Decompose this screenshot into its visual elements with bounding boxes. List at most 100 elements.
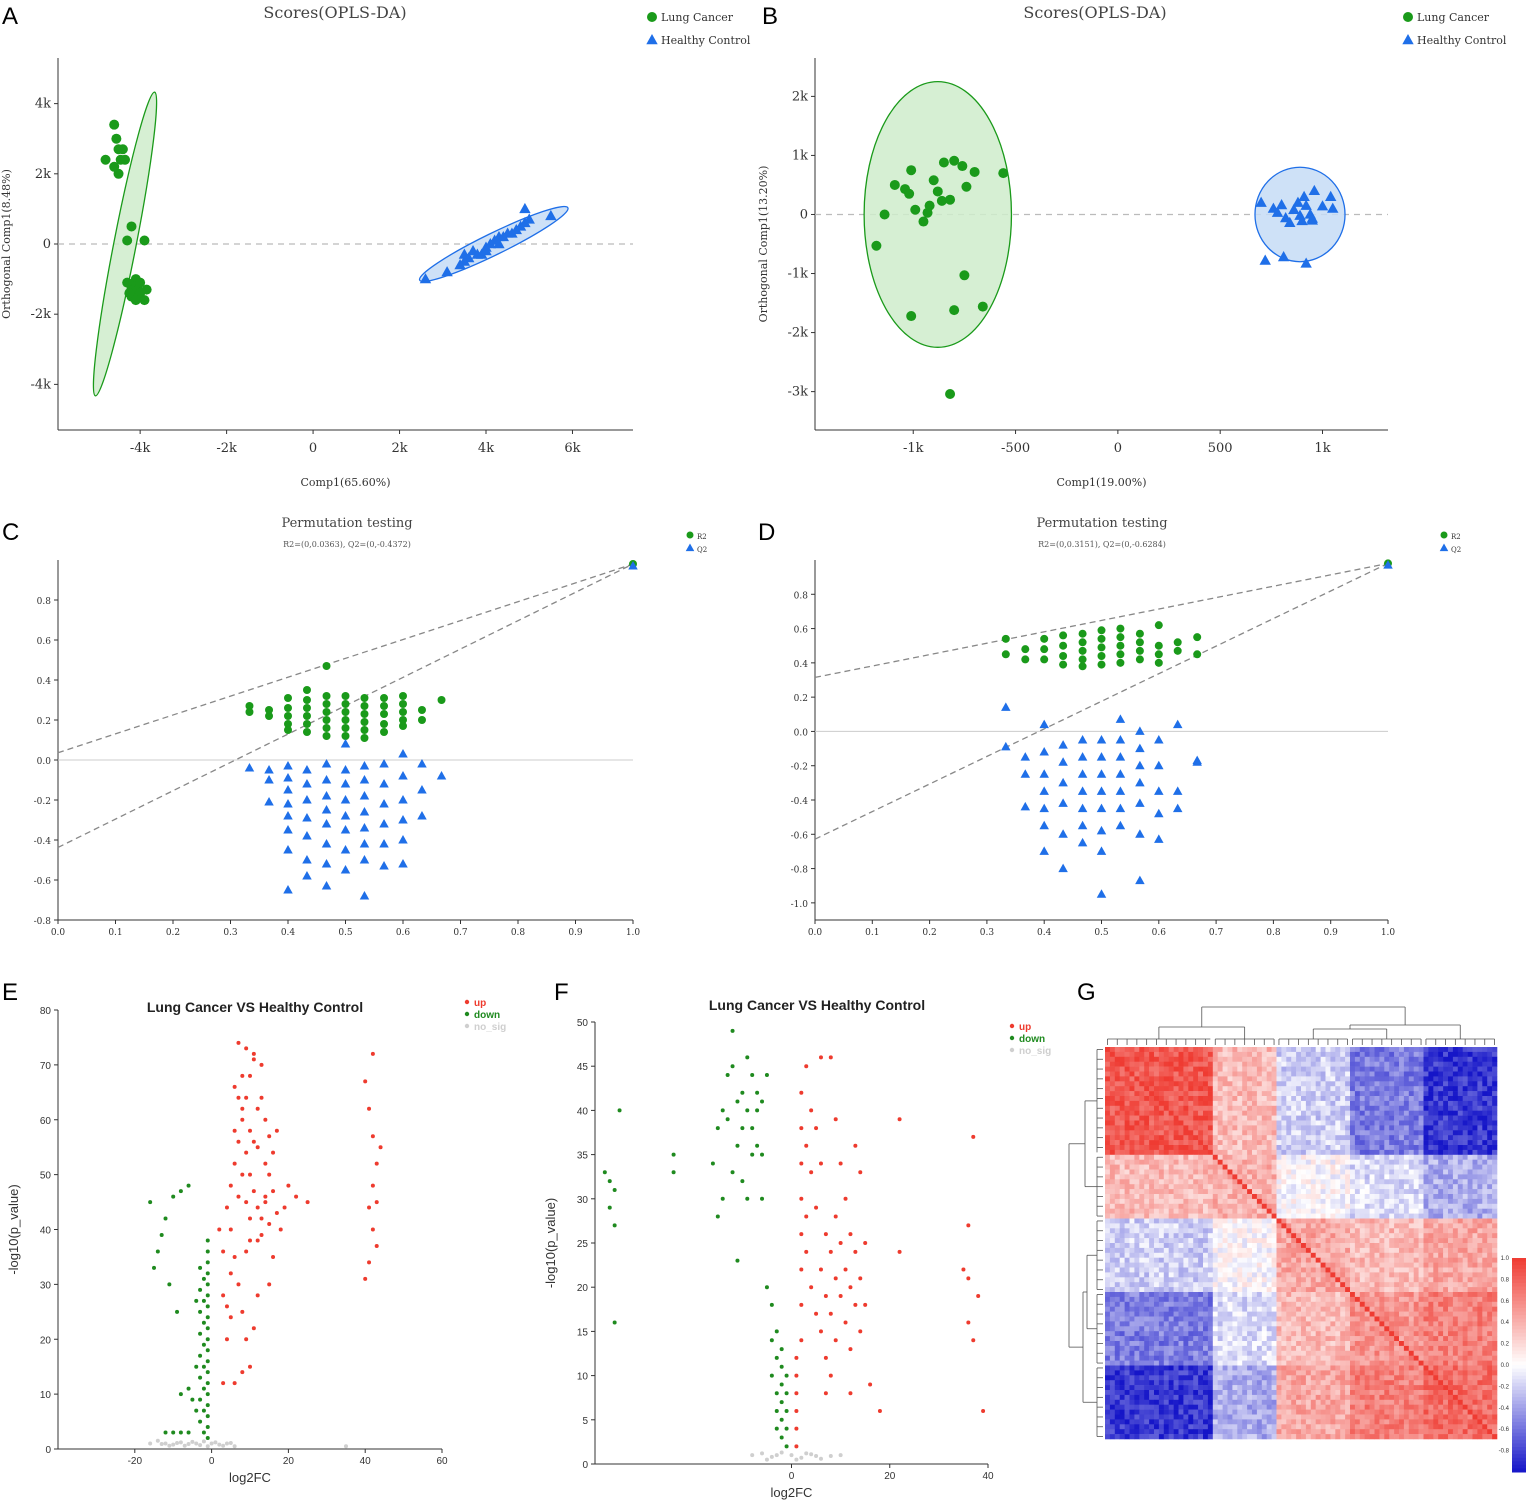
heatmap-cell (1227, 1066, 1233, 1072)
heatmap-cell (1345, 1257, 1351, 1263)
heatmap-cell (1149, 1047, 1155, 1053)
heatmap-cell (1408, 1110, 1414, 1116)
heatmap-cell (1281, 1169, 1287, 1175)
heatmap-cell (1340, 1135, 1346, 1141)
heatmap-cell (1448, 1213, 1454, 1219)
heatmap-cell (1320, 1282, 1326, 1288)
heatmap-cell (1105, 1203, 1111, 1209)
heatmap-cell (1457, 1135, 1463, 1141)
heatmap-cell (1487, 1292, 1493, 1298)
heatmap-cell (1163, 1247, 1169, 1254)
heatmap-cell (1330, 1252, 1336, 1258)
heatmap-cell (1335, 1169, 1341, 1175)
heatmap-cell (1109, 1110, 1116, 1116)
heatmap-cell (1330, 1051, 1336, 1058)
heatmap-cell (1438, 1145, 1444, 1151)
chart-A: -4k -2k 0 2k 4k 6k-4k-2k02k4kScores(OPLS-DA)C… (0, 3, 751, 489)
heatmap-cell (1350, 1056, 1356, 1062)
heatmap-cell (1418, 1194, 1424, 1200)
heatmap-cell (1384, 1287, 1390, 1293)
heatmap-cell (1359, 1174, 1365, 1180)
heatmap-cell (1198, 1125, 1204, 1131)
heatmap-cell (1433, 1194, 1439, 1200)
heatmap-cell (1340, 1267, 1346, 1273)
heatmap-cell (1394, 1140, 1400, 1146)
heatmap-cell (1359, 1091, 1365, 1097)
heatmap-cell (1418, 1189, 1424, 1195)
heatmap-cell (1472, 1243, 1478, 1249)
heatmap-cell (1109, 1203, 1116, 1209)
data-point (302, 704, 311, 712)
heatmap-cell (1124, 1115, 1130, 1121)
heatmap-cell (1384, 1135, 1390, 1141)
heatmap-cell (1492, 1257, 1498, 1263)
heatmap-cell (1114, 1189, 1120, 1195)
heatmap-cell (1168, 1189, 1174, 1195)
heatmap-cell (1286, 1164, 1292, 1170)
heatmap-cell (1320, 1292, 1326, 1298)
heatmap-cell (1354, 1066, 1361, 1072)
heatmap-cell (1109, 1051, 1116, 1058)
heatmap-cell (1232, 1047, 1238, 1053)
data-point (949, 155, 960, 166)
heatmap-cell (1105, 1066, 1111, 1072)
data-point (283, 885, 293, 894)
heatmap-cell (1168, 1149, 1174, 1156)
heatmap-cell (1144, 1159, 1150, 1165)
heatmap-cell (1452, 1086, 1459, 1092)
heatmap-cell (1354, 1169, 1361, 1175)
heatmap-cell (1340, 1262, 1346, 1268)
heatmap-cell (1286, 1169, 1292, 1175)
heatmap-cell (1193, 1272, 1199, 1278)
data-point (360, 710, 369, 718)
heatmap-cell (1354, 1071, 1361, 1077)
heatmap-cell (1472, 1198, 1478, 1205)
heatmap-cell (1452, 1081, 1459, 1087)
heatmap-cell (1433, 1282, 1439, 1288)
heatmap-cell (1448, 1047, 1454, 1053)
heatmap-cell (1389, 1120, 1395, 1126)
heatmap-cell (1389, 1243, 1395, 1249)
heatmap-cell (1472, 1262, 1478, 1268)
heatmap-cell (1384, 1145, 1390, 1151)
heatmap-cell (1477, 1051, 1483, 1058)
heatmap-cell (1252, 1272, 1258, 1278)
heatmap-cell (1237, 1091, 1243, 1097)
heatmap-cell (1443, 1154, 1449, 1160)
heatmap-cell (1487, 1194, 1493, 1200)
heatmap-cell (1374, 1125, 1380, 1131)
heatmap-cell (1158, 1174, 1165, 1180)
data-point (248, 1364, 252, 1369)
data-point (340, 865, 351, 874)
heatmap-cell (1315, 1292, 1321, 1298)
heatmap-cell (1252, 1267, 1258, 1273)
heatmap-cell (1438, 1257, 1444, 1263)
heatmap-cell (1256, 1066, 1263, 1072)
heatmap-cell (1124, 1198, 1130, 1205)
heatmap-cell (1242, 1296, 1248, 1303)
data-point (217, 1227, 222, 1232)
data-point (823, 1294, 828, 1299)
heatmap-cell (1242, 1198, 1248, 1205)
heatmap-cell (1237, 1247, 1243, 1254)
data-point (1097, 660, 1106, 669)
heatmap-cell (1261, 1247, 1267, 1254)
y-tick-label: 0.4 (794, 660, 809, 670)
heatmap-cell (1350, 1282, 1356, 1288)
heatmap-cell (1413, 1292, 1419, 1298)
data-point (205, 1249, 210, 1254)
heatmap-cell (1105, 1047, 1111, 1053)
heatmap-cell (1394, 1145, 1400, 1151)
heatmap-cell (1203, 1140, 1209, 1146)
heatmap-cell (1207, 1174, 1214, 1180)
heatmap-cell (1188, 1105, 1194, 1111)
heatmap-cell (1305, 1154, 1312, 1160)
heatmap-cell (1256, 1174, 1263, 1180)
heatmap-cell (1139, 1071, 1145, 1077)
heatmap-cell (1310, 1292, 1316, 1298)
heatmap-cell (1364, 1164, 1370, 1170)
heatmap-cell (1374, 1287, 1380, 1293)
heatmap-cell (1114, 1105, 1120, 1111)
heatmap-cell (1291, 1056, 1297, 1062)
heatmap-cell (1335, 1091, 1341, 1097)
